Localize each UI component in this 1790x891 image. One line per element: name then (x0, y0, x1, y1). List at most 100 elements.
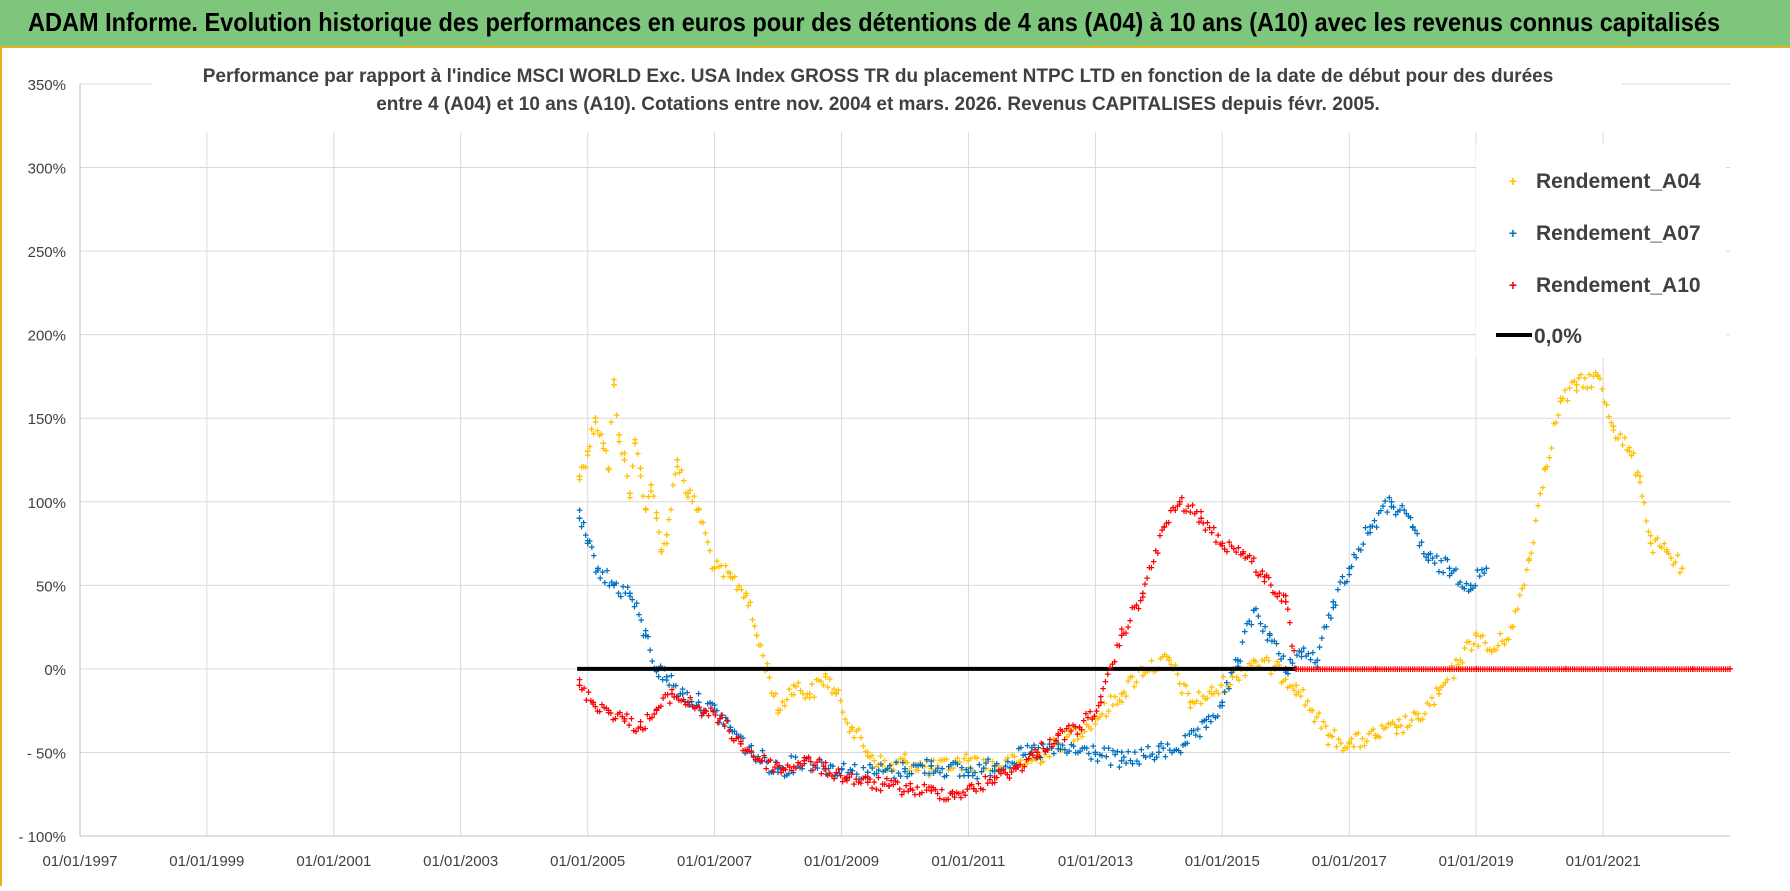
scatter-marker: + (1624, 664, 1630, 676)
scatter-marker: + (1539, 482, 1545, 494)
scatter-marker: + (1482, 637, 1488, 649)
scatter-marker: + (694, 701, 700, 713)
scatter-marker: + (1720, 664, 1726, 676)
scatter-marker: + (1297, 691, 1303, 703)
scatter-marker: + (1174, 669, 1180, 681)
scatter-marker: + (981, 763, 987, 775)
scatter-marker: + (1300, 685, 1306, 697)
scatter-marker: + (835, 685, 841, 697)
scatter-marker: + (1129, 671, 1135, 683)
scatter-marker: + (831, 773, 837, 785)
scatter-marker: + (1118, 624, 1124, 636)
scatter-marker: + (1030, 750, 1036, 762)
data-point: + (907, 782, 914, 796)
scatter-marker: + (956, 771, 962, 783)
scatter-marker: + (916, 789, 922, 801)
scatter-marker: + (1192, 730, 1198, 742)
scatter-marker: + (1040, 739, 1046, 751)
scatter-marker: + (935, 763, 941, 775)
scatter-marker: + (1313, 712, 1319, 724)
scatter-marker: + (972, 752, 978, 764)
scatter-marker: + (984, 778, 990, 790)
scatter-marker: + (1263, 652, 1269, 664)
scatter-marker: + (1339, 664, 1345, 676)
scatter-marker: + (743, 591, 749, 603)
scatter-marker: + (913, 760, 919, 772)
scatter-marker: + (585, 536, 591, 548)
scatter-marker: + (1217, 539, 1223, 551)
scatter-marker: + (1661, 664, 1667, 676)
scatter-marker: + (1434, 551, 1440, 563)
scatter-marker: + (1093, 706, 1099, 718)
scatter-marker: + (1211, 522, 1217, 534)
scatter-marker: + (1453, 655, 1459, 667)
scatter-marker: + (1668, 664, 1674, 676)
scatter-marker: + (926, 770, 932, 782)
scatter-marker: + (1009, 758, 1015, 770)
scatter-marker: + (1051, 734, 1057, 746)
data-point: + (758, 754, 765, 768)
scatter-marker: + (1053, 735, 1059, 747)
scatter-marker: + (1453, 664, 1459, 676)
scatter-marker: + (965, 763, 971, 775)
scatter-marker: + (689, 702, 695, 714)
scatter-marker: + (773, 689, 779, 701)
scatter-marker: + (1462, 664, 1468, 676)
scatter-marker: + (714, 705, 720, 717)
data-point: + (1488, 645, 1495, 659)
scatter-marker: + (1017, 759, 1023, 771)
scatter-marker: + (1011, 751, 1017, 763)
scatter-marker: + (875, 759, 881, 771)
scatter-marker: + (1388, 501, 1394, 513)
scatter-marker: + (716, 562, 722, 574)
scatter-marker: + (1167, 745, 1173, 757)
data-point: + (822, 762, 829, 776)
scatter-marker: + (1541, 664, 1547, 676)
scatter-marker: + (1175, 746, 1181, 758)
scatter-marker: + (1530, 664, 1536, 676)
scatter-marker: + (1144, 666, 1150, 678)
scatter-marker: + (1716, 664, 1722, 676)
scatter-marker: + (1368, 664, 1374, 676)
scatter-marker: + (1079, 743, 1085, 755)
scatter-marker: + (1591, 664, 1597, 676)
scatter-marker: + (1185, 501, 1191, 513)
scatter-marker: + (1399, 501, 1405, 513)
scatter-marker: + (1048, 743, 1054, 755)
scatter-marker: + (617, 707, 623, 719)
scatter-marker: + (1444, 664, 1450, 676)
scatter-marker: + (748, 741, 754, 753)
y-tick-label: 200% (28, 328, 66, 345)
scatter-marker: + (869, 783, 875, 795)
scatter-marker: + (1265, 655, 1271, 667)
scatter-marker: + (833, 767, 839, 779)
scatter-marker: + (682, 699, 688, 711)
scatter-marker: + (1588, 382, 1594, 394)
scatter-marker: + (682, 697, 688, 709)
scatter-marker: + (1470, 583, 1476, 595)
scatter-marker: + (738, 731, 744, 743)
performance-chart: 350%300%250%200%150%100%50%0%- 50%- 100%… (18, 56, 1734, 870)
scatter-marker: + (897, 754, 903, 766)
scatter-marker: + (893, 757, 899, 769)
scatter-marker: + (1698, 664, 1704, 676)
scatter-marker: + (899, 754, 905, 766)
data-point: + (610, 578, 617, 592)
scatter-marker: + (1453, 564, 1459, 576)
scatter-marker: + (871, 755, 877, 767)
scatter-marker: + (786, 768, 792, 780)
scatter-marker: + (702, 706, 708, 718)
scatter-marker: + (725, 567, 731, 579)
scatter-marker: + (1026, 753, 1032, 765)
page-title: ADAM Informe. Evolution historique des p… (28, 7, 1721, 37)
scatter-marker: + (1576, 664, 1582, 676)
scatter-marker: + (805, 752, 811, 764)
scatter-marker: + (1633, 664, 1639, 676)
scatter-marker: + (1355, 664, 1361, 676)
data-point: + (901, 762, 908, 776)
scatter-marker: + (1179, 688, 1185, 700)
scatter-marker: + (959, 765, 965, 777)
scatter-marker: + (1582, 664, 1588, 676)
scatter-marker: + (792, 752, 798, 764)
scatter-marker: + (1072, 721, 1078, 733)
